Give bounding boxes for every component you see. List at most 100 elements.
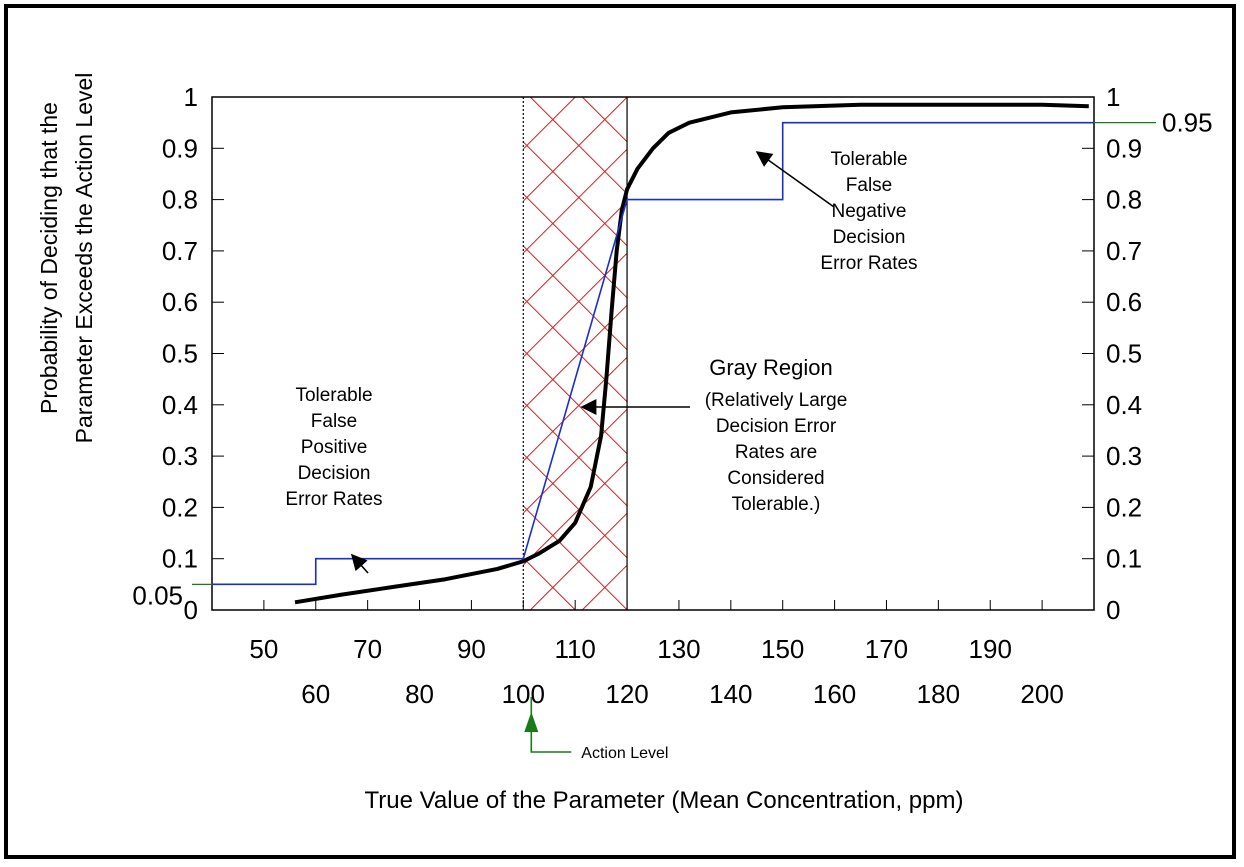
false-negative-label: Tolerable xyxy=(830,149,907,170)
hatch-line xyxy=(523,557,576,610)
y-tick-label-right: 0.3 xyxy=(1106,441,1142,471)
x-tick-label-upper: 110 xyxy=(554,634,595,664)
false-negative-arrow xyxy=(755,151,835,208)
x-tick-label-lower: 80 xyxy=(405,679,434,709)
hatch-line xyxy=(790,97,1244,610)
tick-labels: 0 0.1 0.2 0.3 0.4 0.5 0.6 0.7 0.8 0.9 1 0 0.1 0.2 0.3 0… xyxy=(132,82,1212,709)
x-tick-label-upper: 170 xyxy=(865,634,908,664)
hatch-line xyxy=(894,97,1244,610)
hatch-line xyxy=(894,97,1244,610)
hatch-line xyxy=(523,193,628,299)
action-level-arrowhead xyxy=(524,712,539,732)
hatch-line xyxy=(581,97,628,143)
false-negative-label: Error Rates xyxy=(820,253,917,274)
x-axis-label: True Value of the Parameter (Mean Concen… xyxy=(365,787,964,814)
hatch-line xyxy=(523,141,628,247)
y-tick-label-right: 0.8 xyxy=(1106,185,1142,215)
y-tick-label-left: 1 xyxy=(184,82,198,112)
hatch-line xyxy=(842,97,1244,610)
hatch-line xyxy=(523,245,628,351)
hatch-line xyxy=(523,505,628,610)
hatch-line xyxy=(523,252,628,358)
hatch-line xyxy=(523,97,576,150)
x-tick-label-upper: 190 xyxy=(969,634,1012,664)
hatch-line xyxy=(842,97,1244,610)
gray-region-title: Gray Region xyxy=(709,355,833,380)
hatch-line xyxy=(523,408,628,514)
hatch-line xyxy=(738,97,1244,610)
y-tick-label-right: 0.5 xyxy=(1106,339,1142,369)
hatch-line xyxy=(581,564,628,610)
hatch-line xyxy=(523,304,628,410)
x-tick-label-upper: 50 xyxy=(249,634,278,664)
y-axis-label-line2: Parameter Exceeds the Action Level xyxy=(71,73,97,444)
y-tick-label-left: 0.8 xyxy=(162,185,198,215)
x-tick-label-upper: 130 xyxy=(657,634,700,664)
y-tick-label-right: 0.9 xyxy=(1106,133,1142,163)
false-positive-arrow xyxy=(350,553,369,574)
hatch-line xyxy=(790,97,1244,610)
false-positive-label: Tolerable xyxy=(295,385,372,406)
axis-ticks xyxy=(212,96,1094,611)
y-tick-label-left: 0.9 xyxy=(162,133,198,163)
y-tick-label-left: 0.6 xyxy=(162,287,198,317)
x-tick-label-upper: 70 xyxy=(353,634,382,664)
gray-region-desc: Decision Error xyxy=(716,416,837,437)
false-positive-label: Positive xyxy=(301,437,368,458)
y-tick-label-left: 0.2 xyxy=(162,492,198,522)
y-tick-label-left: 0 xyxy=(184,595,198,625)
x-tick-label-lower: 60 xyxy=(301,679,330,709)
y-tick-label-right: 1 xyxy=(1106,82,1120,112)
hatch-line xyxy=(523,453,628,559)
x-tick-label-lower: 200 xyxy=(1020,679,1063,709)
x-tick-label-upper: 90 xyxy=(457,634,486,664)
false-negative-label: Decision xyxy=(833,227,906,248)
y-tick-label-left: 0.7 xyxy=(162,236,198,266)
hatch-line xyxy=(738,97,1244,610)
y-tick-label-left: 0.3 xyxy=(162,441,198,471)
gray-region-desc: Considered xyxy=(727,468,824,489)
y-tick-label-right: 0.7 xyxy=(1106,236,1142,266)
hatch-line xyxy=(634,97,1147,610)
y-tick-label-right: 0.2 xyxy=(1106,492,1142,522)
chart-frame xyxy=(4,4,1236,859)
hatch-line xyxy=(523,460,628,566)
gray-region-desc: Tolerable.) xyxy=(732,494,821,515)
y-tick-label-right: 0.6 xyxy=(1106,287,1142,317)
tolerable-error-step xyxy=(212,121,1094,586)
performance-curve xyxy=(294,102,1089,605)
hatch-line xyxy=(1050,97,1244,610)
hatch-line xyxy=(529,512,628,610)
hatch-line xyxy=(523,200,628,306)
y-tick-label-right: 0.1 xyxy=(1106,544,1142,574)
gray-region-desc: Rates are xyxy=(735,442,817,463)
gray-region-desc: (Relatively Large xyxy=(705,390,848,411)
y-tick-label-right: 0 xyxy=(1106,595,1120,625)
hatch-line xyxy=(634,97,1147,610)
y-tick-label-left: 0.5 xyxy=(162,339,198,369)
hatch-line xyxy=(523,148,628,254)
series-layer xyxy=(212,102,1094,605)
hatch-line xyxy=(523,97,628,202)
y-axis-label-line1: Probability of Deciding that the xyxy=(36,102,62,414)
x-tick-label-lower: 120 xyxy=(605,679,648,709)
action-level-label: Action Level xyxy=(581,745,668,762)
false-positive-label: False xyxy=(311,411,357,432)
hatch-lines xyxy=(523,97,1244,610)
x-tick-label-lower: 100 xyxy=(502,679,545,709)
false-negative-label: Negative xyxy=(832,201,907,222)
plot-area xyxy=(211,96,1095,611)
y-tick-label-0-95: 0.95 xyxy=(1162,108,1213,138)
false-positive-label: Decision xyxy=(298,463,371,484)
hatch-line xyxy=(946,97,1244,610)
x-tick-label-lower: 140 xyxy=(709,679,752,709)
y-tick-label-right: 0.4 xyxy=(1106,390,1142,420)
hatch-line xyxy=(523,356,628,462)
x-tick-label-lower: 160 xyxy=(813,679,856,709)
y-tick-label-left: 0.4 xyxy=(162,390,198,420)
y-tick-label-0-05: 0.05 xyxy=(132,580,183,610)
hatch-line xyxy=(529,97,628,195)
annotations: Tolerable False Positive Decision Error Rate… xyxy=(285,149,917,762)
false-positive-label: Error Rates xyxy=(285,489,382,510)
